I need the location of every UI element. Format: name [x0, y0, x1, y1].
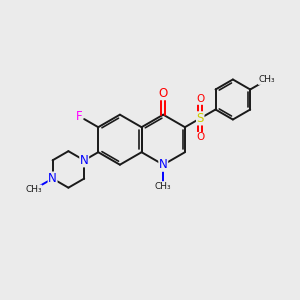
Text: N: N	[80, 154, 88, 167]
Text: S: S	[196, 112, 204, 125]
Text: CH₃: CH₃	[155, 182, 172, 191]
Text: CH₃: CH₃	[259, 75, 275, 84]
Text: O: O	[196, 133, 204, 142]
Text: F: F	[76, 110, 83, 123]
Text: N: N	[48, 172, 57, 185]
Text: N: N	[159, 158, 168, 171]
Text: O: O	[196, 94, 204, 104]
Text: O: O	[159, 87, 168, 100]
Text: CH₃: CH₃	[25, 185, 42, 194]
